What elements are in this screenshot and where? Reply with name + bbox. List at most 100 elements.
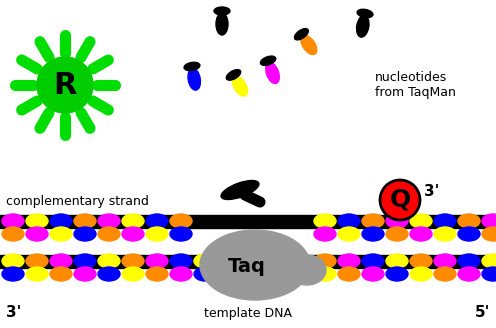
- Ellipse shape: [122, 227, 144, 241]
- Ellipse shape: [74, 214, 96, 228]
- Ellipse shape: [218, 267, 240, 281]
- Ellipse shape: [26, 227, 48, 241]
- Text: nucleotides
from TaqMan: nucleotides from TaqMan: [375, 71, 456, 99]
- Ellipse shape: [357, 15, 369, 37]
- Ellipse shape: [218, 254, 240, 268]
- Ellipse shape: [458, 254, 480, 268]
- Ellipse shape: [242, 267, 264, 281]
- Ellipse shape: [221, 180, 259, 199]
- Ellipse shape: [266, 254, 288, 268]
- Ellipse shape: [386, 267, 408, 281]
- Ellipse shape: [50, 227, 72, 241]
- Ellipse shape: [50, 214, 72, 228]
- Ellipse shape: [290, 267, 312, 281]
- Ellipse shape: [2, 267, 24, 281]
- Ellipse shape: [338, 254, 360, 268]
- Ellipse shape: [98, 227, 120, 241]
- Text: 3': 3': [424, 184, 439, 199]
- Ellipse shape: [146, 267, 168, 281]
- Ellipse shape: [362, 214, 384, 228]
- Ellipse shape: [434, 214, 456, 228]
- Ellipse shape: [458, 214, 480, 228]
- Circle shape: [37, 57, 93, 113]
- Ellipse shape: [50, 254, 72, 268]
- Ellipse shape: [146, 227, 168, 241]
- Ellipse shape: [122, 267, 144, 281]
- Ellipse shape: [434, 254, 456, 268]
- Ellipse shape: [214, 7, 230, 15]
- Ellipse shape: [122, 254, 144, 268]
- Text: Q: Q: [389, 188, 411, 212]
- Ellipse shape: [26, 254, 48, 268]
- Ellipse shape: [170, 214, 192, 228]
- Ellipse shape: [50, 267, 72, 281]
- Ellipse shape: [170, 267, 192, 281]
- Ellipse shape: [26, 214, 48, 228]
- Ellipse shape: [74, 254, 96, 268]
- Ellipse shape: [410, 214, 432, 228]
- Ellipse shape: [188, 68, 200, 90]
- Ellipse shape: [170, 254, 192, 268]
- Ellipse shape: [200, 230, 310, 300]
- Ellipse shape: [266, 267, 288, 281]
- Text: complementary strand: complementary strand: [6, 195, 149, 208]
- Text: 3': 3': [6, 305, 21, 320]
- Ellipse shape: [2, 227, 24, 241]
- Ellipse shape: [357, 9, 373, 18]
- Ellipse shape: [288, 255, 326, 285]
- Ellipse shape: [386, 254, 408, 268]
- Ellipse shape: [122, 214, 144, 228]
- Ellipse shape: [26, 267, 48, 281]
- Ellipse shape: [362, 254, 384, 268]
- Ellipse shape: [146, 254, 168, 268]
- Ellipse shape: [386, 227, 408, 241]
- Ellipse shape: [410, 227, 432, 241]
- Ellipse shape: [74, 227, 96, 241]
- Ellipse shape: [410, 254, 432, 268]
- Text: template DNA: template DNA: [204, 307, 292, 320]
- Ellipse shape: [98, 214, 120, 228]
- Ellipse shape: [184, 62, 200, 71]
- Ellipse shape: [98, 267, 120, 281]
- Ellipse shape: [290, 254, 312, 268]
- Ellipse shape: [434, 267, 456, 281]
- Ellipse shape: [314, 254, 336, 268]
- Circle shape: [380, 180, 420, 220]
- Ellipse shape: [194, 267, 216, 281]
- Ellipse shape: [216, 13, 228, 35]
- Ellipse shape: [482, 214, 496, 228]
- Ellipse shape: [146, 214, 168, 228]
- Ellipse shape: [434, 227, 456, 241]
- Text: Taq: Taq: [228, 257, 266, 277]
- Bar: [0, 215, 496, 228]
- Ellipse shape: [226, 70, 241, 80]
- Ellipse shape: [362, 227, 384, 241]
- Ellipse shape: [482, 254, 496, 268]
- Ellipse shape: [74, 267, 96, 281]
- Ellipse shape: [386, 214, 408, 228]
- Ellipse shape: [338, 267, 360, 281]
- Ellipse shape: [482, 267, 496, 281]
- Ellipse shape: [266, 62, 279, 84]
- Ellipse shape: [362, 267, 384, 281]
- Ellipse shape: [338, 227, 360, 241]
- Ellipse shape: [295, 29, 309, 40]
- Ellipse shape: [314, 227, 336, 241]
- Ellipse shape: [314, 267, 336, 281]
- Ellipse shape: [314, 214, 336, 228]
- Ellipse shape: [458, 267, 480, 281]
- Ellipse shape: [260, 56, 276, 65]
- Ellipse shape: [233, 76, 248, 96]
- Ellipse shape: [2, 214, 24, 228]
- Bar: [0, 255, 496, 268]
- Text: 5': 5': [475, 305, 490, 320]
- Text: R: R: [53, 71, 77, 99]
- Ellipse shape: [2, 254, 24, 268]
- Ellipse shape: [98, 254, 120, 268]
- Ellipse shape: [242, 254, 264, 268]
- Ellipse shape: [482, 227, 496, 241]
- Ellipse shape: [458, 227, 480, 241]
- Ellipse shape: [410, 267, 432, 281]
- Ellipse shape: [170, 227, 192, 241]
- Ellipse shape: [194, 254, 216, 268]
